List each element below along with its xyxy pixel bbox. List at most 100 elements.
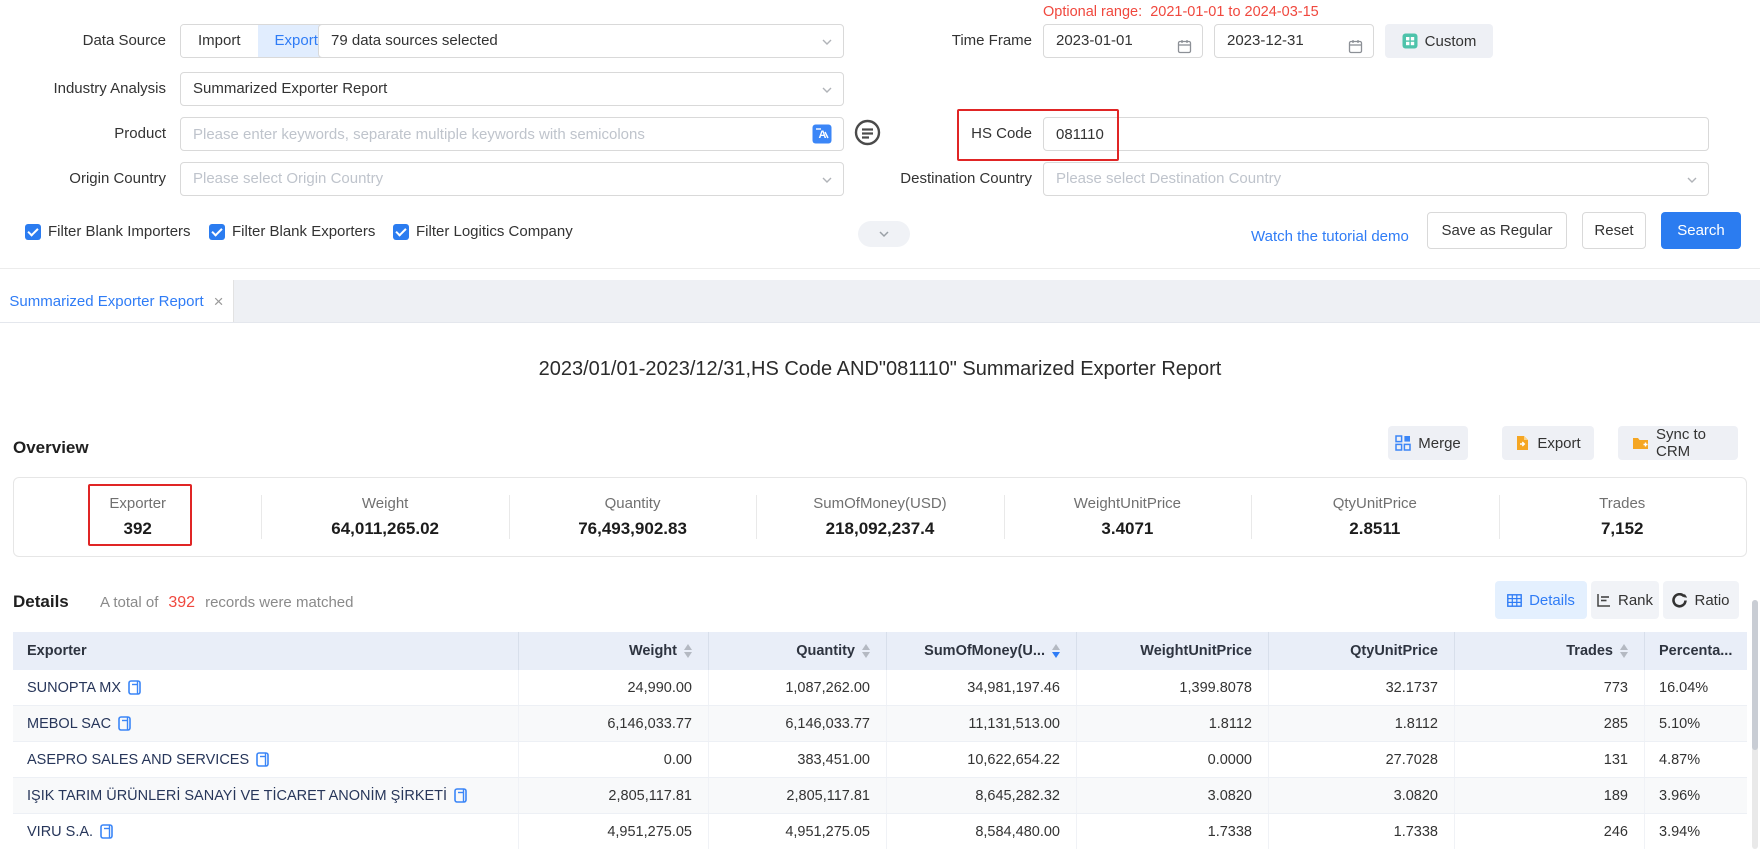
sort-icon[interactable] [862, 644, 870, 658]
table-row: ASEPRO SALES AND SERVICES 0.00 383,451.0… [13, 742, 1747, 778]
tab-summarized-exporter-report[interactable]: Summarized Exporter Report × [0, 280, 234, 322]
stat-qty-unit-price: QtyUnitPrice 2.8511 [1251, 478, 1498, 556]
calendar-icon [1177, 34, 1192, 66]
exporter-cell: MEBOL SAC [13, 706, 519, 741]
matched-records-text: A total of 392 records were matched [100, 594, 354, 611]
sort-icon[interactable] [684, 644, 692, 658]
stat-weight-unit-price: WeightUnitPrice 3.4071 [1003, 478, 1251, 556]
column-header-exporter[interactable]: Exporter [13, 632, 519, 670]
exporter-link[interactable]: MEBOL SAC [27, 716, 131, 732]
sum-of-money-cell: 34,981,197.46 [887, 670, 1077, 705]
sort-icon-active-desc[interactable] [1052, 644, 1060, 658]
contact-card-icon[interactable] [128, 680, 141, 695]
table-icon [1507, 593, 1522, 607]
exporter-cell: SUNOPTA MX [13, 670, 519, 705]
origin-country-select[interactable]: Please select Origin Country [180, 162, 844, 196]
merge-button[interactable]: Merge [1388, 426, 1468, 460]
stat-quantity: Quantity 76,493,902.83 [508, 478, 756, 556]
destination-country-select[interactable]: Please select Destination Country [1043, 162, 1709, 196]
trades-cell: 773 [1455, 670, 1645, 705]
trades-cell: 285 [1455, 706, 1645, 741]
chevron-down-icon [1687, 175, 1697, 185]
quantity-cell: 2,805,117.81 [709, 778, 887, 813]
quantity-cell: 1,087,262.00 [709, 670, 887, 705]
scrollbar-thumb[interactable] [1752, 600, 1758, 750]
column-header-quantity[interactable]: Quantity [709, 632, 887, 670]
table-body: SUNOPTA MX 24,990.00 1,087,262.00 34,981… [13, 670, 1747, 849]
contact-card-icon[interactable] [256, 752, 269, 767]
chevron-down-icon [822, 37, 832, 47]
column-header-weight-unit-price[interactable]: WeightUnitPrice [1077, 632, 1269, 670]
percentage-cell: 16.04% [1659, 679, 1709, 696]
exporter-link[interactable]: SUNOPTA MX [27, 680, 141, 696]
sync-to-crm-button[interactable]: Sync to CRM [1618, 426, 1738, 460]
column-header-percentage[interactable]: Percenta... [1659, 643, 1733, 659]
filter-panel: Optional range: 2021-01-01 to 2024-03-15… [0, 0, 1760, 269]
data-source-label: Data Source [82, 32, 166, 49]
start-date-input[interactable]: 2023-01-01 [1043, 24, 1203, 58]
custom-icon [1402, 33, 1418, 49]
weight-unit-price-cell: 1.8112 [1077, 706, 1269, 741]
custom-range-button[interactable]: Custom [1385, 24, 1493, 58]
matched-count: 392 [168, 594, 196, 611]
quantity-cell: 6,146,033.77 [709, 706, 887, 741]
details-view-button[interactable]: Details [1495, 581, 1587, 619]
product-keywords-input[interactable] [180, 117, 844, 151]
save-as-regular-button[interactable]: Save as Regular [1427, 212, 1567, 249]
weight-unit-price-cell: 3.0820 [1077, 778, 1269, 813]
tutorial-demo-link[interactable]: Watch the tutorial demo [1251, 228, 1409, 245]
reset-button[interactable]: Reset [1582, 212, 1646, 249]
data-source-toggle: Import Export [180, 24, 336, 58]
chevron-down-icon [879, 231, 889, 238]
export-button[interactable]: Export [1502, 426, 1594, 460]
weight-cell: 24,990.00 [519, 670, 709, 705]
column-header-qty-unit-price[interactable]: QtyUnitPrice [1269, 632, 1455, 670]
industry-analysis-select[interactable]: Summarized Exporter Report [180, 72, 844, 106]
sort-icon[interactable] [1620, 644, 1628, 658]
filter-blank-importers-checkbox[interactable]: Filter Blank Importers [25, 223, 191, 240]
calendar-icon [1348, 34, 1363, 66]
exporter-link[interactable]: ASEPRO SALES AND SERVICES [27, 752, 269, 768]
filter-blank-exporters-checkbox[interactable]: Filter Blank Exporters [209, 223, 375, 240]
weight-cell: 6,146,033.77 [519, 706, 709, 741]
column-header-trades[interactable]: Trades [1455, 632, 1645, 670]
details-heading: Details [13, 592, 69, 611]
translate-icon[interactable]: A [812, 124, 832, 149]
ratio-view-button[interactable]: Ratio [1663, 581, 1739, 619]
contact-card-icon[interactable] [100, 824, 113, 839]
tab-strip: Summarized Exporter Report × [0, 280, 1760, 323]
search-button[interactable]: Search [1661, 212, 1741, 249]
close-tab-icon[interactable]: × [213, 291, 224, 311]
data-sources-select[interactable]: 79 data sources selected [318, 24, 844, 58]
chevron-down-icon [822, 85, 832, 95]
contact-card-icon[interactable] [118, 716, 131, 731]
sync-folder-icon [1632, 436, 1649, 451]
keyword-options-icon[interactable] [854, 119, 881, 151]
collapse-filters-button[interactable] [858, 221, 910, 247]
details-table: Exporter Weight Quantity SumOfMoney(U...… [13, 632, 1747, 849]
column-header-sum-of-money[interactable]: SumOfMoney(U... [887, 632, 1077, 670]
rank-view-button[interactable]: Rank [1591, 581, 1659, 619]
column-header-weight[interactable]: Weight [519, 632, 709, 670]
exporter-cell: ASEPRO SALES AND SERVICES [13, 742, 519, 777]
qty-unit-price-cell: 3.0820 [1269, 778, 1455, 813]
end-date-input[interactable]: 2023-12-31 [1214, 24, 1374, 58]
stat-exporter: Exporter 392 [14, 478, 261, 556]
product-label: Product [114, 125, 166, 142]
overview-stats-panel: Exporter 392 Weight 64,011,265.02 Quantity… [13, 477, 1747, 557]
hs-code-input[interactable] [1043, 117, 1709, 151]
table-row: MEBOL SAC 6,146,033.77 6,146,033.77 11,1… [13, 706, 1747, 742]
exporter-link[interactable]: VIRU S.A. [27, 824, 113, 840]
hs-code-label: HS Code [971, 125, 1032, 142]
contact-card-icon[interactable] [454, 788, 467, 803]
chevron-down-icon [822, 175, 832, 185]
vertical-scrollbar[interactable] [1752, 600, 1758, 849]
import-toggle[interactable]: Import [181, 25, 258, 57]
qty-unit-price-cell: 32.1737 [1269, 670, 1455, 705]
exporter-link[interactable]: IŞIK TARIM ÜRÜNLERİ SANAYİ VE TİCARET AN… [27, 788, 467, 804]
filter-logitics-company-checkbox[interactable]: Filter Logitics Company [393, 223, 573, 240]
trades-cell: 131 [1455, 742, 1645, 777]
quantity-cell: 383,451.00 [709, 742, 887, 777]
stat-weight: Weight 64,011,265.02 [261, 478, 508, 556]
qty-unit-price-cell: 27.7028 [1269, 742, 1455, 777]
